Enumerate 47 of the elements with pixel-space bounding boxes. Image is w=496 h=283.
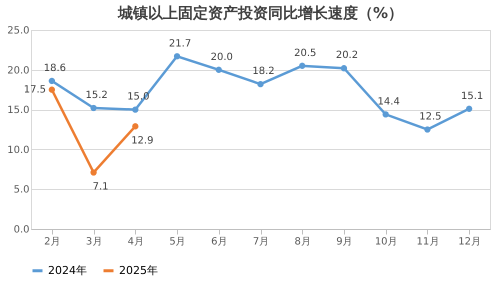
data-label: 15.1 [461, 90, 484, 102]
x-tick-label: 8月 [294, 236, 311, 248]
x-tick-label: 10月 [374, 236, 398, 248]
y-tick-label: 15.0 [7, 105, 30, 116]
point [340, 65, 348, 72]
x-tick-label: 2月 [44, 236, 61, 248]
x-tick-label: 4月 [128, 236, 144, 248]
point [466, 106, 472, 112]
data-label: 17.5 [24, 84, 46, 96]
point [216, 66, 222, 73]
legend-label: 2025年 [119, 264, 158, 277]
data-label: 20.5 [294, 48, 316, 59]
point [382, 111, 389, 118]
point [424, 126, 431, 133]
y-tick-label: 20.0 [7, 65, 30, 76]
chart-title: 城镇以上固定资产投资同比增长速度（%） [116, 4, 404, 22]
data-label: 18.6 [44, 62, 66, 74]
y-tick-label: 0.0 [14, 224, 30, 236]
y-tick-label: 5.0 [14, 184, 30, 196]
x-tick-label: 12月 [458, 236, 482, 248]
data-label: 14.4 [378, 96, 400, 108]
y-tick-label: 25.0 [7, 26, 30, 36]
data-label: 12.9 [131, 135, 154, 146]
data-label: 12.5 [419, 112, 442, 122]
data-label: 15.2 [85, 90, 108, 102]
data-label: 20.0 [210, 52, 233, 63]
data-label: 20.2 [336, 50, 358, 62]
x-tick-label: 7月 [252, 236, 270, 248]
data-label: 18.2 [252, 66, 275, 78]
x-tick-label: 6月 [211, 236, 228, 248]
data-label: 21.7 [168, 38, 192, 50]
x-tick-label: 11月 [416, 236, 440, 248]
point [132, 106, 138, 113]
x-tick-label: 3月 [86, 236, 102, 248]
point [257, 80, 264, 88]
point [174, 53, 180, 60]
point [299, 62, 306, 69]
data-label: 7.1 [92, 181, 109, 192]
point [132, 123, 138, 130]
legend-label: 2024年 [48, 264, 87, 277]
x-tick-label: 9月 [336, 236, 353, 248]
point [90, 104, 97, 112]
y-tick-label: 10.0 [7, 144, 30, 156]
x-tick-label: 5月 [169, 236, 186, 248]
point [48, 78, 56, 84]
point [48, 86, 56, 93]
point [90, 169, 97, 176]
